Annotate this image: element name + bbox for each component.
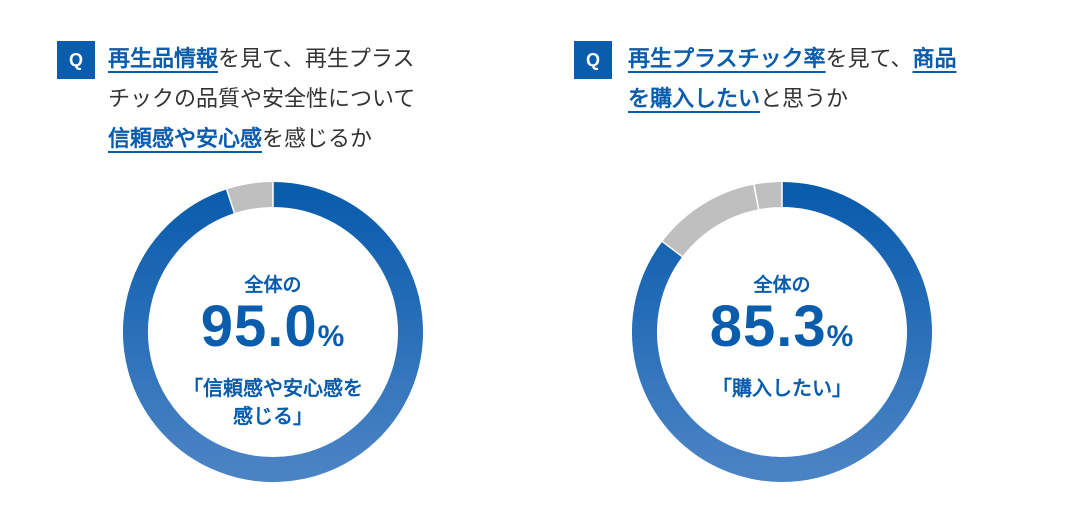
question-text: 再生プラスチック率を見て、商品 を購入したいと思うか xyxy=(628,40,1048,120)
question-highlight: 商品 xyxy=(912,47,957,72)
question-line: 再生プラスチック率を見て、商品 xyxy=(628,40,1048,80)
summary-value: 85.3% xyxy=(662,297,902,372)
center-summary: 全体の 95.0% 「信頼感や安心感を 感じる」 xyxy=(153,273,393,430)
question-line: を購入したいと思うか xyxy=(628,80,1048,120)
question-highlight: 再生プラスチック率 xyxy=(628,47,826,72)
summary-description-line: 「購入したい」 xyxy=(712,376,852,400)
summary-unit: % xyxy=(317,320,346,353)
summary-description-line: 感じる」 xyxy=(233,404,313,428)
question-fragment: と思うか xyxy=(760,87,849,112)
summary-prefix: 全体の xyxy=(244,274,302,296)
question-highlight: を購入したい xyxy=(628,87,761,112)
summary-unit: % xyxy=(826,320,855,353)
summary-value: 95.0% xyxy=(153,297,393,372)
summary-number: 95.0 xyxy=(200,294,318,359)
question-text: 再生品情報を見て、再生プラス チックの品質や安全性について 信頼感や安心感を感じるか xyxy=(108,40,528,160)
question-fragment: を見て、 xyxy=(825,47,913,72)
donut-slice xyxy=(632,182,932,482)
center-summary: 全体の 85.3% 「購入したい」 xyxy=(662,273,902,402)
chart-panel-trust: Q 再生品情報を見て、再生プラス チックの品質や安全性について 信頼感や安心感を感じ… xyxy=(57,40,528,482)
question-line: 再生品情報を見て、再生プラス xyxy=(108,40,528,80)
slice-separator xyxy=(225,188,236,215)
donut-slice xyxy=(662,184,759,257)
donut-slice xyxy=(753,182,783,210)
question-line: チックの品質や安全性について xyxy=(108,80,528,120)
donut-chart xyxy=(632,181,932,482)
question-fragment: を感じるか xyxy=(262,127,373,152)
summary-number: 85.3 xyxy=(709,294,827,359)
slice-separator xyxy=(752,183,760,211)
summary-prefix: 全体の xyxy=(753,274,811,296)
question-line: 信頼感や安心感を感じるか xyxy=(108,120,528,160)
donut-chart xyxy=(123,181,423,482)
question-badge: Q xyxy=(574,41,612,79)
donut-slice xyxy=(123,182,423,482)
question-fragment: を見て、再生プラス xyxy=(218,47,415,72)
question-fragment: チックの品質や安全性について xyxy=(108,87,416,112)
question-badge: Q xyxy=(57,41,95,79)
summary-description-line: 「信頼感や安心感を xyxy=(183,376,363,400)
slice-separator xyxy=(661,240,684,258)
chart-panel-purchase: Q 再生プラスチック率を見て、商品 を購入したいと思うか 全体の 85.3% 「購… xyxy=(534,0,1068,526)
question-highlight: 再生品情報 xyxy=(108,47,219,72)
question-highlight: 信頼感や安心感 xyxy=(108,127,263,152)
donut-slice xyxy=(226,182,274,214)
